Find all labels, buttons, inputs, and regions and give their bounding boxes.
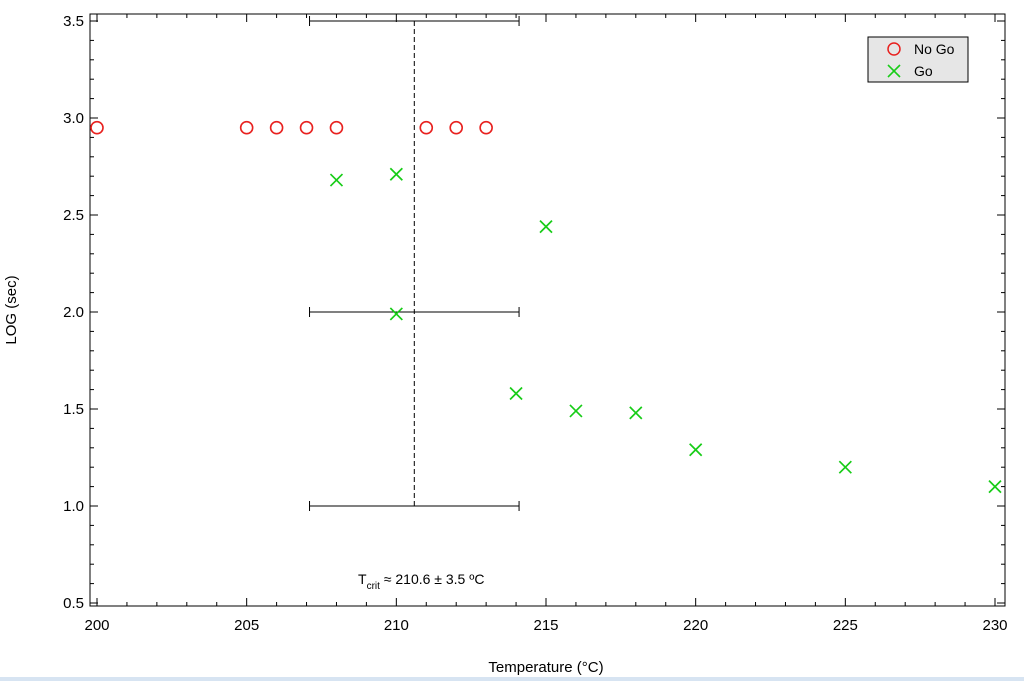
- go-point: [389, 167, 403, 181]
- legend: No Go Go: [867, 36, 969, 83]
- plot-frame: [89, 13, 1006, 607]
- legend-label-no-go: No Go: [914, 41, 955, 57]
- no-go-point: [449, 120, 464, 135]
- x-tick-label: 210: [384, 617, 409, 634]
- no-go-point: [299, 120, 314, 135]
- legend-box: [867, 36, 969, 83]
- go-point: [569, 404, 583, 418]
- go-point: [539, 220, 553, 234]
- y-tick-label: 1.0: [63, 498, 84, 515]
- go-point: [509, 386, 523, 401]
- x-tick-label: 215: [533, 617, 558, 634]
- data-series: [90, 120, 1002, 494]
- y-tick-label: 2.5: [63, 207, 84, 224]
- t-crit-subscript: crit: [367, 581, 381, 592]
- t-crit-symbol: T: [358, 571, 367, 587]
- t-crit-value: ≈ 210.6 ± 3.5 ºC: [380, 571, 485, 587]
- y-tick-labels: 0.5 1.0 1.5 2.0 2.5 3.0 3.5: [63, 13, 84, 612]
- t-crit-indicator: [309, 16, 520, 511]
- x-tick-label: 205: [234, 617, 259, 634]
- y-tick-label: 0.5: [63, 595, 84, 612]
- go-point: [689, 443, 703, 457]
- legend-marker-no-go: [887, 42, 901, 56]
- y-tick-label: 2.0: [63, 304, 84, 321]
- y-axis-title: LOG (sec): [3, 275, 20, 344]
- no-go-point: [329, 120, 344, 135]
- no-go-point: [479, 120, 493, 135]
- x-tick-label: 200: [84, 617, 109, 634]
- no-go-point: [269, 120, 284, 135]
- go-point: [389, 307, 403, 321]
- y-tick-label: 3.5: [63, 13, 84, 30]
- y-tick-label: 3.0: [63, 110, 84, 127]
- x-tick-label: 225: [833, 617, 858, 634]
- x-tick-label: 230: [982, 617, 1007, 634]
- x-tick-labels: 200 205 210 215 220 225 230: [84, 617, 1007, 634]
- no-go-point: [90, 120, 104, 135]
- y-tick-label: 1.5: [63, 401, 84, 418]
- no-go-point: [239, 120, 254, 135]
- go-point: [329, 173, 344, 187]
- axis-ticks: [90, 14, 1005, 606]
- go-point: [629, 406, 643, 420]
- legend-label-go: Go: [914, 63, 933, 79]
- no-go-point: [419, 120, 434, 135]
- go-point: [838, 460, 852, 474]
- legend-marker-go: [887, 64, 901, 78]
- t-crit-annotation: Tcrit ≈ 210.6 ± 3.5 ºC: [358, 571, 484, 592]
- x-axis-title: Temperature (°C): [488, 659, 603, 676]
- go-point: [988, 479, 1002, 494]
- bottom-strip: [0, 677, 1024, 681]
- x-tick-label: 220: [683, 617, 708, 634]
